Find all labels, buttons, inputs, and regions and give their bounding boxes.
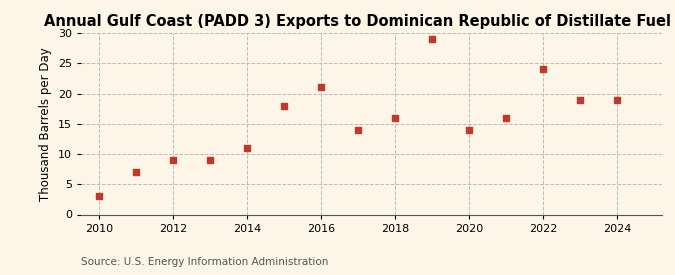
Point bbox=[94, 194, 105, 199]
Point bbox=[464, 128, 475, 132]
Point bbox=[612, 97, 622, 102]
Point bbox=[316, 85, 327, 90]
Point bbox=[574, 97, 585, 102]
Point bbox=[131, 170, 142, 174]
Point bbox=[501, 116, 512, 120]
Title: Annual Gulf Coast (PADD 3) Exports to Dominican Republic of Distillate Fuel Oil: Annual Gulf Coast (PADD 3) Exports to Do… bbox=[44, 14, 675, 29]
Point bbox=[353, 128, 364, 132]
Point bbox=[242, 146, 252, 150]
Y-axis label: Thousand Barrels per Day: Thousand Barrels per Day bbox=[39, 47, 52, 201]
Point bbox=[279, 103, 290, 108]
Point bbox=[538, 67, 549, 72]
Point bbox=[205, 158, 216, 162]
Point bbox=[427, 37, 437, 41]
Text: Source: U.S. Energy Information Administration: Source: U.S. Energy Information Administ… bbox=[81, 257, 328, 267]
Point bbox=[168, 158, 179, 162]
Point bbox=[390, 116, 401, 120]
